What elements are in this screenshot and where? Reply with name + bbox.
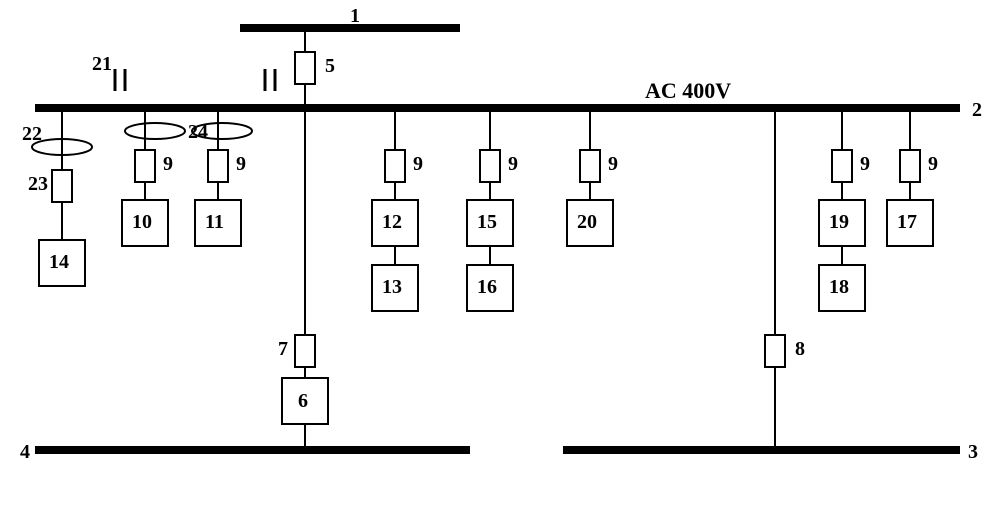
- label-23: 23: [28, 173, 48, 195]
- label-14: 14: [49, 251, 69, 273]
- ct-ring: [125, 123, 185, 139]
- label-18: 18: [829, 276, 849, 298]
- label-19: 19: [829, 211, 849, 233]
- label-9: 9: [608, 153, 618, 175]
- label-9: 9: [236, 153, 246, 175]
- bus-3-right-label: 3: [968, 441, 978, 463]
- breaker-9: [900, 150, 920, 182]
- breaker-23: [52, 170, 72, 202]
- breaker-5: [295, 52, 315, 84]
- bus-1-top-label: 1: [350, 5, 360, 27]
- ac-bus-voltage-label: AC 400V: [645, 78, 731, 103]
- label-22: 22: [22, 123, 42, 145]
- label-9: 9: [163, 153, 173, 175]
- label-20: 20: [577, 211, 597, 233]
- breaker-9: [580, 150, 600, 182]
- bus-2-main-label: 2: [972, 99, 982, 121]
- label-21: 21: [92, 53, 112, 75]
- label-13: 13: [382, 276, 402, 298]
- label-15: 15: [477, 211, 497, 233]
- label-17: 17: [897, 211, 917, 233]
- label-12: 12: [382, 211, 402, 233]
- label-16: 16: [477, 276, 497, 298]
- bus-4-left-label: 4: [20, 441, 30, 463]
- breaker-9: [208, 150, 228, 182]
- label-9: 9: [860, 153, 870, 175]
- label-9: 9: [928, 153, 938, 175]
- label-9: 9: [413, 153, 423, 175]
- label-11: 11: [205, 211, 224, 233]
- breaker-8: [765, 335, 785, 367]
- label-6: 6: [298, 390, 308, 412]
- label-10: 10: [132, 211, 152, 233]
- label-9: 9: [508, 153, 518, 175]
- label-24: 24: [188, 121, 208, 143]
- label-8: 8: [795, 338, 805, 360]
- breaker-9: [832, 150, 852, 182]
- breaker-9: [135, 150, 155, 182]
- breaker-9: [480, 150, 500, 182]
- single-line-diagram: 1234578999999923610111213141516171819202…: [0, 0, 1000, 520]
- label-7: 7: [278, 338, 288, 360]
- breaker-9: [385, 150, 405, 182]
- label-5: 5: [325, 55, 335, 77]
- breaker-7: [295, 335, 315, 367]
